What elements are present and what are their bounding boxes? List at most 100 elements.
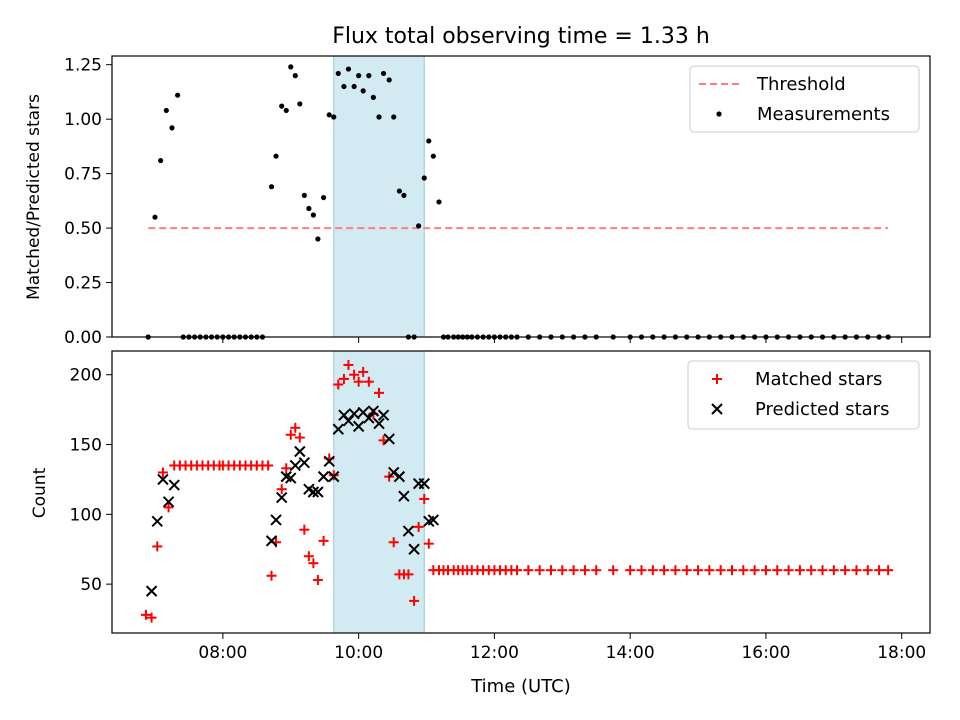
predicted-star-point <box>151 515 163 528</box>
predicted-star-point <box>317 470 330 483</box>
predicted-star-point <box>289 459 301 472</box>
predicted-star-point <box>270 514 282 526</box>
measurement-point <box>158 157 164 164</box>
matched-star-point <box>545 565 556 576</box>
matched-star-point <box>276 484 287 495</box>
matched-star-point <box>358 366 369 377</box>
matched-star-point <box>343 359 354 370</box>
y-tick-label: 150 <box>70 436 102 456</box>
measurement-point <box>360 88 366 94</box>
legend-predicted-marker <box>711 403 723 415</box>
measurement-point <box>391 114 397 120</box>
matched-star-point <box>794 565 805 576</box>
matched-star-point <box>851 565 862 576</box>
matched-star-point <box>266 570 277 581</box>
predicted-star-point <box>408 543 420 555</box>
matched-star-point <box>579 565 590 576</box>
matched-star-point <box>749 565 760 576</box>
bottom-panel: 08:00 10:00 12:00 14:00 16:00 18:00 50 100 150 2… <box>30 350 931 697</box>
y-tick-label: 0.25 <box>64 274 102 294</box>
measurement-point <box>430 153 436 159</box>
matched-star-point <box>423 538 434 549</box>
predicted-star-point <box>312 486 324 498</box>
matched-star-point <box>883 565 894 576</box>
matched-star-point <box>738 565 749 576</box>
top-legend: Threshold Measurements <box>689 65 920 133</box>
matched-star-point <box>715 565 726 576</box>
y-tick-label: 200 <box>70 366 102 386</box>
matched-star-point <box>312 574 323 585</box>
matched-star-point <box>874 565 885 576</box>
measurement-point <box>401 192 407 199</box>
measurement-point <box>341 83 347 90</box>
predicted-star-point <box>418 477 430 490</box>
predicted-star-point <box>367 405 380 417</box>
measurement-point <box>152 214 158 220</box>
measurement-point <box>283 107 289 114</box>
bottom-legend: Matched stars Predicted stars <box>687 360 920 430</box>
x-tick-label: 12:00 <box>470 643 519 663</box>
measurement-point <box>331 114 337 120</box>
matched-stars-points <box>140 359 894 623</box>
measurement-point <box>335 70 341 77</box>
bottom-y-ticks: 50 100 150 200 <box>70 366 112 595</box>
measurement-point <box>175 92 181 98</box>
measurement-point <box>421 175 427 181</box>
matched-star-point <box>308 558 319 569</box>
matched-star-point <box>263 460 274 471</box>
chart-title: Flux total observing time = 1.33 h <box>332 24 710 49</box>
bottom-legend-box <box>687 360 920 430</box>
top-axes-frame <box>111 55 931 338</box>
matched-star-point <box>608 565 619 576</box>
predicted-star-point <box>348 408 360 420</box>
matched-star-point <box>783 565 794 576</box>
bottom-y-axis-label: Count <box>30 467 50 518</box>
predicted-star-point <box>427 514 440 526</box>
predicted-star-point <box>285 472 297 484</box>
matched-star-point <box>157 467 168 478</box>
measurement-point <box>386 77 392 83</box>
measurement-point <box>306 205 312 212</box>
x-tick-label: 18:00 <box>877 643 926 663</box>
matched-star-point <box>625 565 636 576</box>
matched-star-point <box>290 422 301 433</box>
matched-star-point <box>862 565 873 576</box>
y-tick-label: 100 <box>70 505 102 525</box>
matched-star-point <box>303 551 314 562</box>
predicted-stars-points <box>145 405 440 597</box>
y-tick-label: 1.00 <box>64 110 102 130</box>
legend-matched-swatch <box>712 374 722 384</box>
matched-star-point <box>534 565 545 576</box>
legend-threshold-label: Threshold <box>756 74 846 95</box>
matched-star-point <box>704 565 715 576</box>
matched-star-point <box>840 565 851 576</box>
y-tick-label: 1.25 <box>64 56 102 76</box>
matched-star-point <box>363 376 374 387</box>
measurement-point <box>163 107 169 114</box>
measurement-point <box>370 94 376 100</box>
matched-star-point <box>636 565 647 576</box>
matched-star-point <box>557 565 568 576</box>
predicted-star-point <box>363 412 375 424</box>
matched-star-point <box>659 565 670 576</box>
legend-predicted-swatch <box>711 403 723 415</box>
predicted-star-point <box>402 525 415 537</box>
x-tick-label: 08:00 <box>198 643 247 663</box>
matched-star-point <box>727 565 738 576</box>
predicted-star-point <box>157 473 169 486</box>
legend-matched-marker <box>712 374 722 384</box>
matched-star-point <box>353 376 364 387</box>
y-tick-label: 0.00 <box>64 328 102 348</box>
matched-star-point <box>338 373 349 384</box>
predicted-star-point <box>298 456 311 469</box>
matched-star-point <box>806 565 817 576</box>
matched-star-point <box>388 537 399 548</box>
predicted-star-point <box>328 470 340 483</box>
predicted-star-point <box>145 585 158 597</box>
bottom-axes-frame <box>111 350 931 634</box>
measurement-point <box>416 223 422 229</box>
predicted-star-point <box>377 409 390 421</box>
measurement-point <box>169 125 175 131</box>
measurement-point <box>315 236 321 242</box>
